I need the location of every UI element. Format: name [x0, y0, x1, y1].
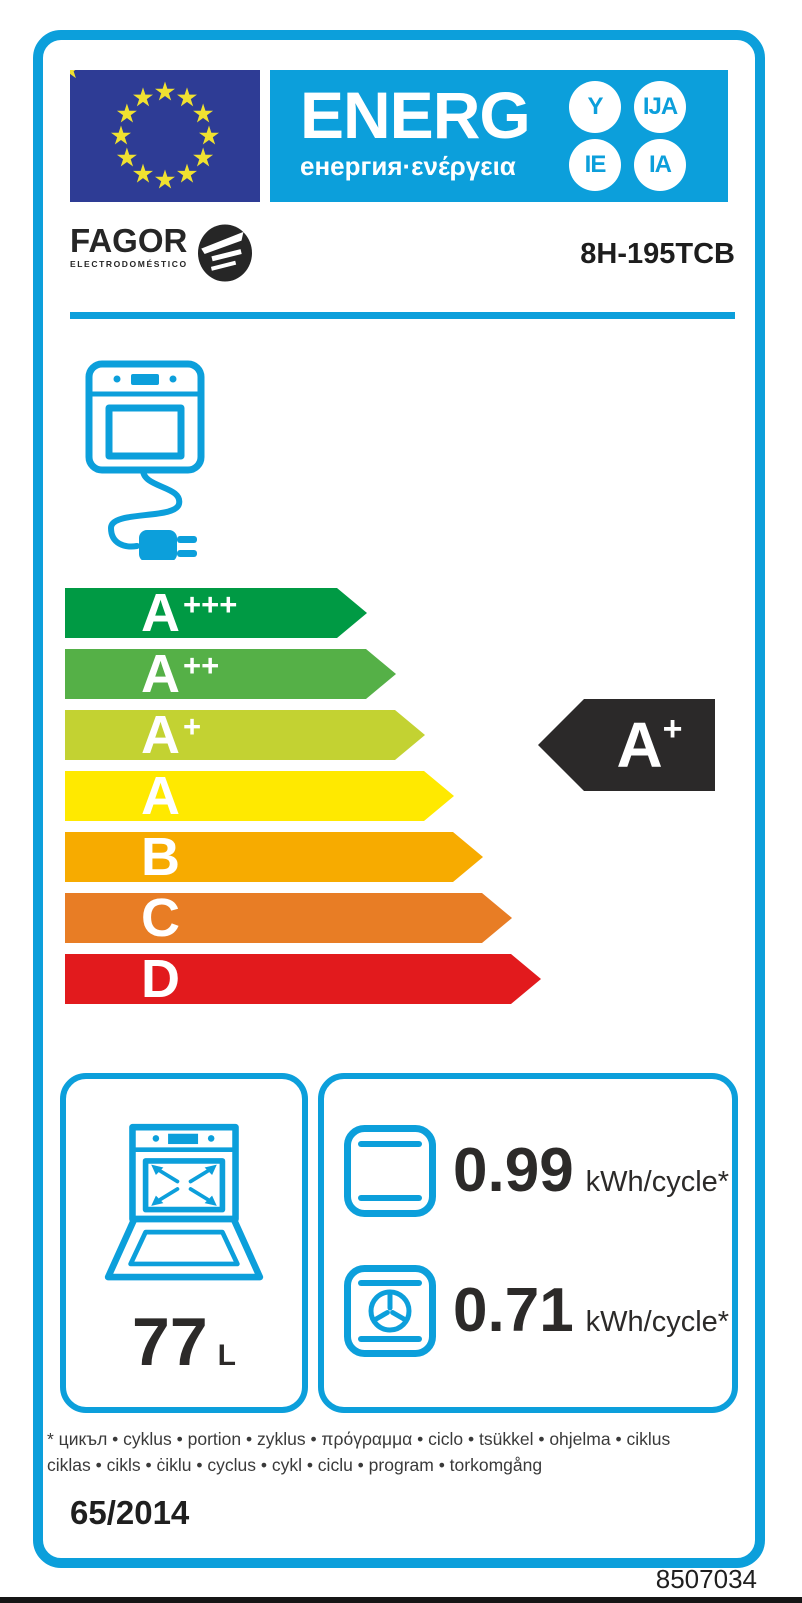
energ-suffix-circle-ie: IE — [569, 139, 621, 191]
energ-title: ENERG — [300, 78, 531, 152]
grade-suffix: + — [183, 708, 202, 744]
grade-letter: D — [141, 949, 180, 1009]
page-bottom-edge — [0, 1597, 802, 1603]
scale-arrow-d: D — [65, 949, 541, 1009]
scale-arrow-c: C — [65, 888, 512, 948]
fan-heating-icon — [344, 1265, 436, 1357]
label-code: 8507034 — [655, 1564, 757, 1594]
volume-value: 77 — [132, 1304, 208, 1380]
grade-letter: B — [141, 827, 180, 887]
oven-open-door-icon — [104, 1123, 264, 1281]
grade-suffix: ++ — [183, 647, 220, 683]
brand-block: FAGOR ELECTRODOMÉSTICO — [70, 224, 188, 269]
footnote-line-1: * цикъл • cyklus • portion • zyklus • πρ… — [47, 1429, 671, 1449]
cavity-volume: 77 L — [66, 1303, 302, 1381]
rating-pointer-arrow: A + — [538, 699, 715, 791]
cavity-volume-box: 77 L — [60, 1073, 308, 1413]
conventional-consumption-value: 0.99 — [453, 1136, 574, 1205]
energ-suffix-circle-ija: IJA — [634, 81, 686, 133]
energ-suffix-circle-y: Y — [569, 81, 621, 133]
regulation-number: 65/2014 — [70, 1494, 190, 1531]
electric-oven-plug-icon — [85, 360, 205, 560]
grade-letter: C — [141, 888, 180, 948]
grade-letter: A — [141, 644, 180, 704]
rating-scale: A +++ A ++ A + A B C D — [65, 583, 585, 1068]
conventional-heating-icon — [344, 1125, 436, 1217]
energ-banner: ENERG енергия·ενέργεια Y IJA IE IA — [270, 70, 728, 202]
cycle-footnote: * цикъл • cyklus • portion • zyklus • πρ… — [47, 1426, 753, 1479]
scale-arrow-a+: A + — [65, 705, 425, 765]
grade-letter: A — [141, 705, 180, 765]
grade-letter: A — [141, 766, 180, 826]
model-number: 8H-195TCB — [580, 238, 735, 270]
grade-letter: A — [141, 583, 180, 643]
fan-consumption-value: 0.71 — [453, 1276, 574, 1345]
scale-arrow-a: A — [65, 766, 454, 826]
rating-grade: A — [616, 709, 663, 781]
energ-subtitle: енергия·ενέργεια — [300, 151, 516, 181]
scale-arrow-b: B — [65, 827, 483, 887]
header-divider — [70, 312, 735, 319]
brand-tagline: ELECTRODOMÉSTICO — [70, 259, 188, 269]
label-border — [33, 30, 765, 1568]
brand-name: FAGOR — [70, 222, 188, 259]
energ-language-suffix-circles: Y IJA IE IA — [569, 81, 686, 191]
grade-suffix: +++ — [183, 586, 238, 622]
footnote-line-2: ciklas • cikls • ċiklu • cyclus • cykl •… — [47, 1455, 543, 1476]
brand-logo-icon — [198, 224, 252, 282]
eu-flag-icon — [70, 70, 260, 202]
energy-consumption-box: 0.99 kWh/cycle* 0.71 kWh/cycle* — [318, 1073, 738, 1413]
fan-consumption-unit: kWh/cycle* — [585, 1306, 730, 1338]
volume-unit: L — [217, 1339, 236, 1372]
conventional-consumption-unit: kWh/cycle* — [585, 1166, 730, 1198]
conventional-consumption-row: 0.99 kWh/cycle* — [344, 1125, 729, 1217]
scale-arrow-a++: A ++ — [65, 644, 396, 704]
rating-grade-suffix: + — [662, 710, 683, 748]
scale-arrow-a+++: A +++ — [65, 583, 367, 643]
energ-suffix-circle-ia: IA — [634, 139, 686, 191]
fan-consumption-row: 0.71 kWh/cycle* — [344, 1265, 729, 1357]
